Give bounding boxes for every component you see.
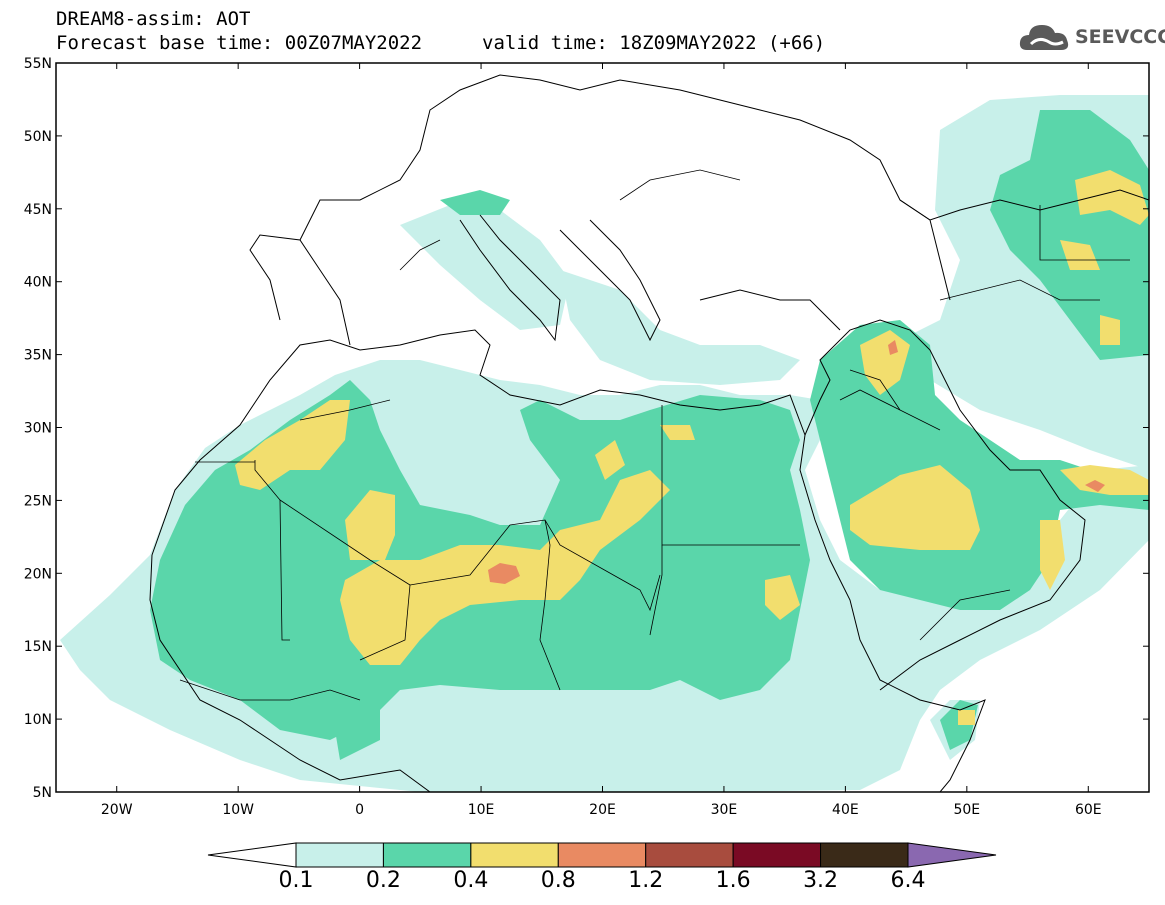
colorbar-label: 0.2 [365,868,401,893]
colorbar-under-arrow [207,842,297,868]
colorbar-label: 1.6 [715,868,751,893]
lat-axis: 55N 50N 45N 40N 35N 30N 25N 20N 15N 10N 5N [24,56,1149,801]
logo-text: SEEVCCC [1075,26,1165,48]
country-borders [179,169,1130,701]
seevccc-logo: SEEVCCC [1017,20,1165,56]
colorbar-label: 0.4 [453,868,489,893]
colorbar-segment [820,842,909,868]
lat-label: 25N [24,493,52,509]
colorbar-label: 6.4 [890,868,926,893]
colorbar-label: 1.2 [628,868,664,893]
colorbar-segment [645,842,734,868]
lon-axis: 20W 10W 0 10E 20E 30E 40E 50E 60E [101,63,1102,818]
colorbar-label: 3.2 [803,868,839,893]
lon-label: 30E [711,802,738,818]
lon-label: 20W [101,802,133,818]
colorbar-label: 0.8 [540,868,576,893]
lat-label: 20N [24,566,52,582]
colorbar-label: 0.1 [278,868,314,893]
lat-label: 40N [24,275,52,291]
lat-label: 5N [33,785,52,801]
aot-level-0.8 [488,340,1105,584]
colorbar-segment [470,842,559,868]
colorbar-over-arrow [907,842,997,868]
lon-label: 50E [953,802,980,818]
coastlines [149,74,1149,792]
colorbar-segment [382,842,472,868]
lat-label: 35N [24,348,52,364]
colorbar-segment [557,842,647,868]
lat-label: 15N [24,639,52,655]
lat-label: 10N [24,712,52,728]
cloud-icon [1019,25,1069,50]
valid-time: valid time: 18Z09MAY2022 (+66) [482,32,826,54]
lat-label: 30N [24,421,52,437]
colorbar-segment [732,842,822,868]
colorbar-labels: 0.1 0.2 0.4 0.8 1.2 1.6 3.2 6.4 [0,868,1165,898]
lat-label: 45N [24,202,52,218]
map-title: DREAM8-assim: AOT [56,8,251,30]
lon-label: 0 [355,802,364,818]
lon-label: 40E [832,802,859,818]
colorbar-segment [295,842,384,868]
forecast-base-time: Forecast base time: 00Z07MAY2022 [56,32,423,54]
lat-label: 50N [24,129,52,145]
lat-label: 55N [24,56,52,72]
lon-label: 20E [589,802,616,818]
aot-fields [56,63,1149,792]
colorbar [207,842,997,868]
lon-label: 10W [222,802,254,818]
lon-label: 60E [1075,802,1102,818]
lon-label: 10E [468,802,495,818]
